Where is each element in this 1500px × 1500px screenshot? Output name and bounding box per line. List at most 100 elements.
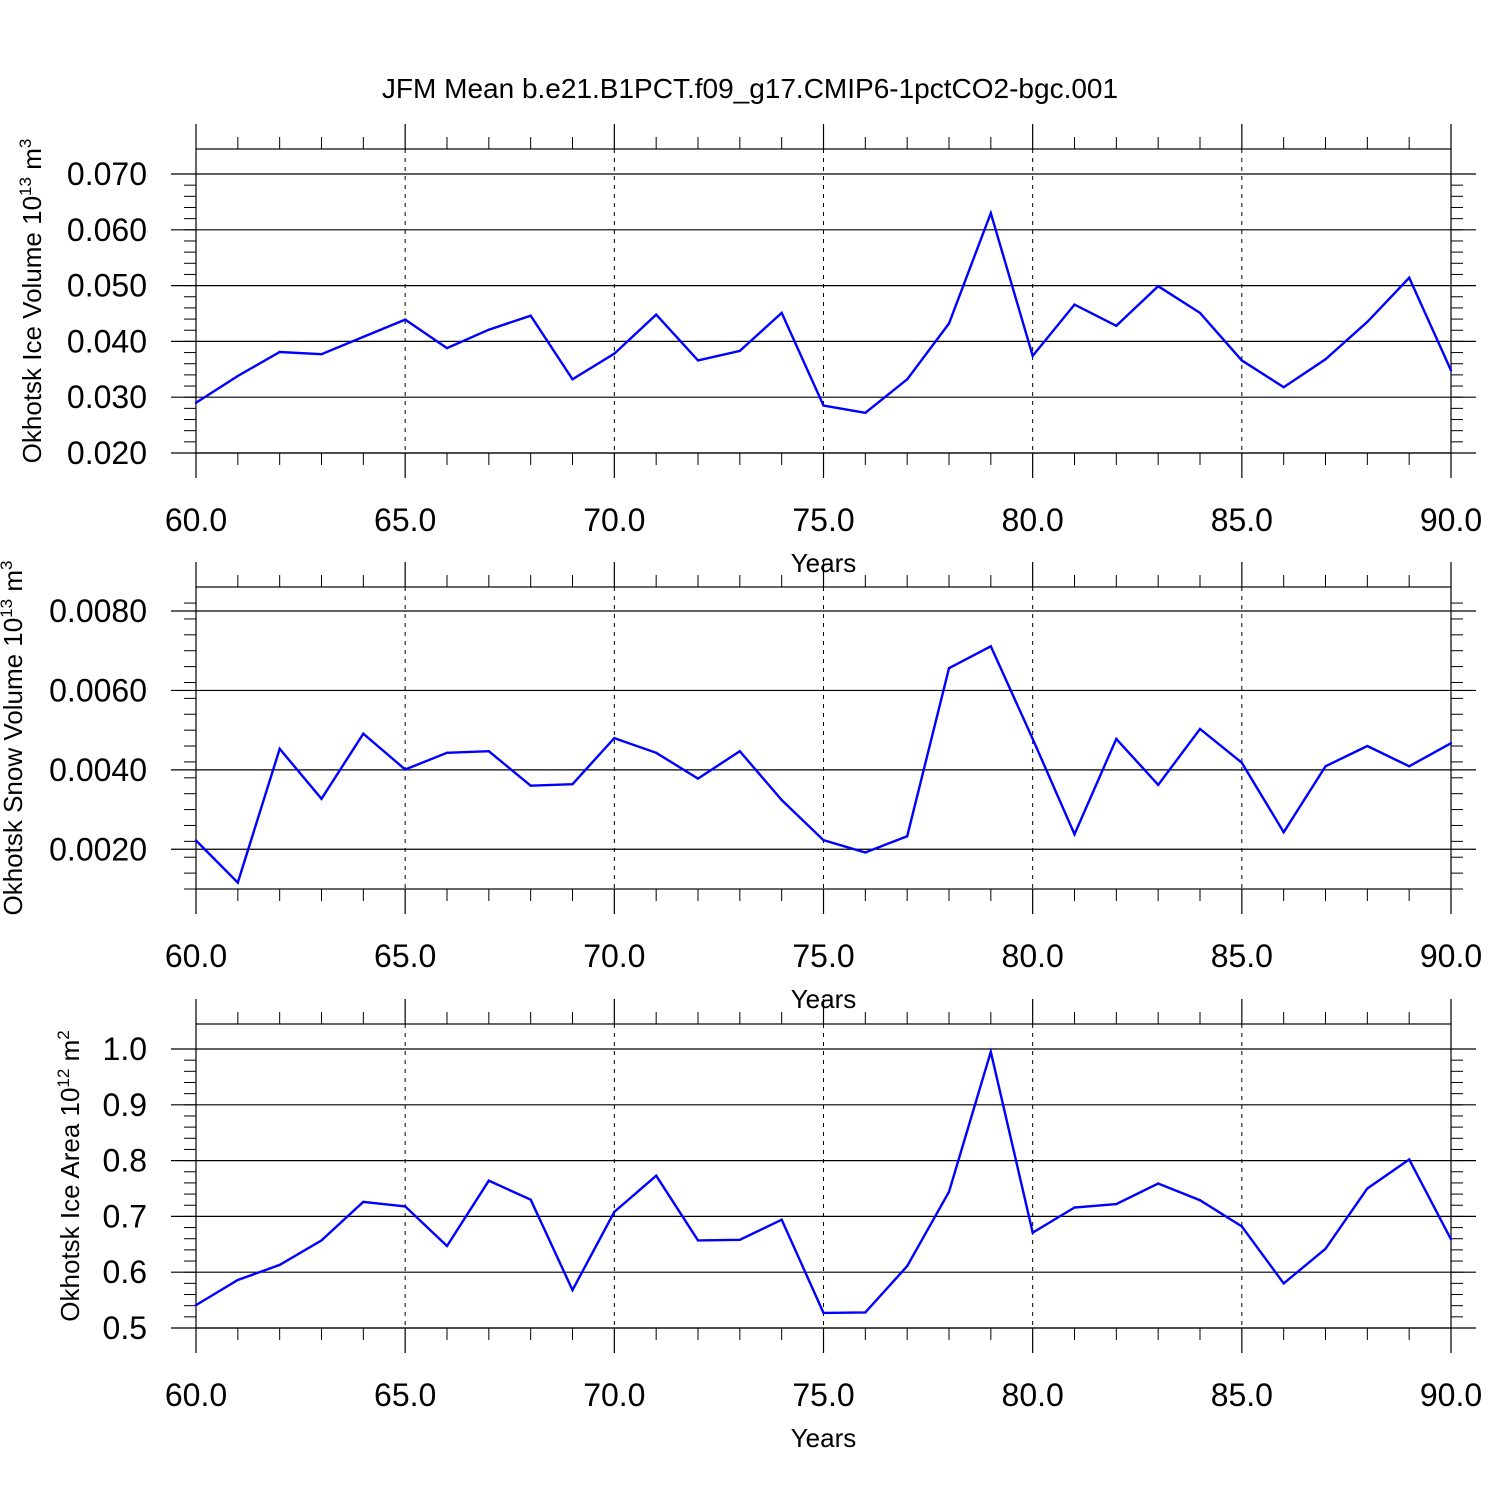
data-point (320, 797, 323, 801)
y-tick-label: 0.0020 (49, 831, 147, 867)
x-tick-label: 90.0 (1420, 502, 1482, 538)
x-tick-label: 90.0 (1420, 938, 1482, 974)
data-point (1324, 765, 1327, 768)
panel-ice-area: 60.0 65.0 70.0 75.0 80.0 85.0 90.0 0.5 0.6 0.7 0.8… (54, 999, 1482, 1453)
data-point (571, 378, 574, 381)
data-point (1240, 761, 1244, 764)
x-tick-label: 60.0 (165, 1377, 227, 1413)
data-point (1073, 303, 1076, 306)
x-tick-label: 70.0 (583, 938, 645, 974)
data-point (738, 349, 742, 353)
data-point (822, 838, 825, 842)
data-point (947, 666, 951, 670)
x-axis-label: Years (791, 1423, 857, 1453)
data-point (278, 1263, 281, 1267)
data-point (654, 313, 658, 316)
x-tick-label: 85.0 (1211, 938, 1273, 974)
data-point (278, 747, 281, 751)
data-point (236, 374, 240, 378)
y-tick-label: 0.5 (103, 1310, 147, 1346)
x-tick-label: 80.0 (1002, 938, 1064, 974)
x-tick-label: 85.0 (1211, 502, 1273, 538)
data-point (403, 1205, 407, 1208)
data-point (445, 346, 449, 350)
x-tick-label: 85.0 (1211, 1377, 1273, 1413)
data-point (487, 1179, 491, 1182)
data-point (236, 881, 240, 884)
y-tick-label: 0.8 (103, 1143, 147, 1179)
data-point (445, 1244, 449, 1248)
data-point (1324, 358, 1327, 361)
data-point (194, 1303, 198, 1307)
data-point (362, 732, 365, 735)
data-point (696, 777, 700, 780)
data-point (1198, 727, 1202, 731)
data-point (864, 411, 867, 415)
data-point (529, 314, 532, 317)
panels: 60.0 65.0 70.0 75.0 80.0 85.0 90.0 0.020 0.030 0.… (0, 124, 1482, 1453)
data-point (613, 1210, 616, 1214)
data-point (1031, 737, 1034, 741)
x-tick-label: 65.0 (374, 938, 436, 974)
data-point (822, 1311, 825, 1315)
data-point (1198, 311, 1202, 315)
data-point (905, 834, 909, 838)
x-tick-label: 80.0 (1002, 502, 1064, 538)
x-tick-label: 75.0 (792, 1377, 854, 1413)
data-point (1073, 832, 1076, 836)
x-tick-label: 65.0 (374, 1377, 436, 1413)
data-point (905, 1264, 909, 1268)
y-axis-label: Okhotsk Ice Volume 1013 m3 (16, 139, 47, 464)
x-tick-label: 60.0 (165, 502, 227, 538)
data-point (989, 1050, 993, 1053)
data-point (696, 1239, 700, 1242)
data-point (194, 839, 198, 842)
x-tick-label: 80.0 (1002, 1377, 1064, 1413)
data-point (320, 353, 323, 356)
y-tick-label: 0.0060 (49, 672, 147, 708)
data-point (1031, 1231, 1034, 1234)
y-axis-label: Okhotsk Ice Area 1012 m2 (54, 1030, 85, 1321)
data-point (1115, 737, 1118, 741)
data-point (780, 798, 783, 802)
data-point (864, 1311, 867, 1314)
data-point (905, 378, 909, 381)
data-point (1240, 1225, 1244, 1228)
y-tick-label: 0.030 (67, 379, 147, 415)
data-point (822, 404, 825, 407)
data-point (1073, 1206, 1076, 1209)
data-point (1156, 783, 1160, 787)
y-tick-label: 0.9 (103, 1087, 147, 1123)
x-tick-label: 70.0 (583, 502, 645, 538)
data-point (1407, 1158, 1411, 1161)
data-point (780, 1218, 783, 1221)
series-line-snow-volume (195, 644, 1452, 885)
data-point (236, 1278, 240, 1282)
data-point (1366, 744, 1369, 748)
x-tick-label: 70.0 (583, 1377, 645, 1413)
y-tick-label: 0.7 (103, 1198, 147, 1234)
data-point (613, 736, 616, 740)
y-axis-label: Okhotsk Snow Volume 1013 m3 (0, 561, 28, 916)
data-point (738, 1238, 742, 1242)
data-point (403, 318, 407, 321)
y-tick-label: 0.060 (67, 212, 147, 248)
data-point (529, 784, 532, 787)
data-point (780, 311, 783, 315)
data-point (571, 782, 574, 786)
data-point (738, 749, 742, 753)
data-point (989, 211, 993, 215)
y-tick-label: 1.0 (103, 1031, 147, 1067)
data-point (278, 350, 281, 354)
data-point (194, 401, 198, 404)
y-tick-label: 0.050 (67, 268, 147, 304)
data-point (1240, 359, 1244, 362)
data-point (1282, 831, 1285, 834)
y-tick-label: 0.070 (67, 156, 147, 192)
data-point (864, 851, 867, 854)
data-point (1198, 1199, 1202, 1202)
x-tick-label: 75.0 (792, 938, 854, 974)
data-point (1156, 1182, 1160, 1185)
data-point (1407, 276, 1411, 279)
